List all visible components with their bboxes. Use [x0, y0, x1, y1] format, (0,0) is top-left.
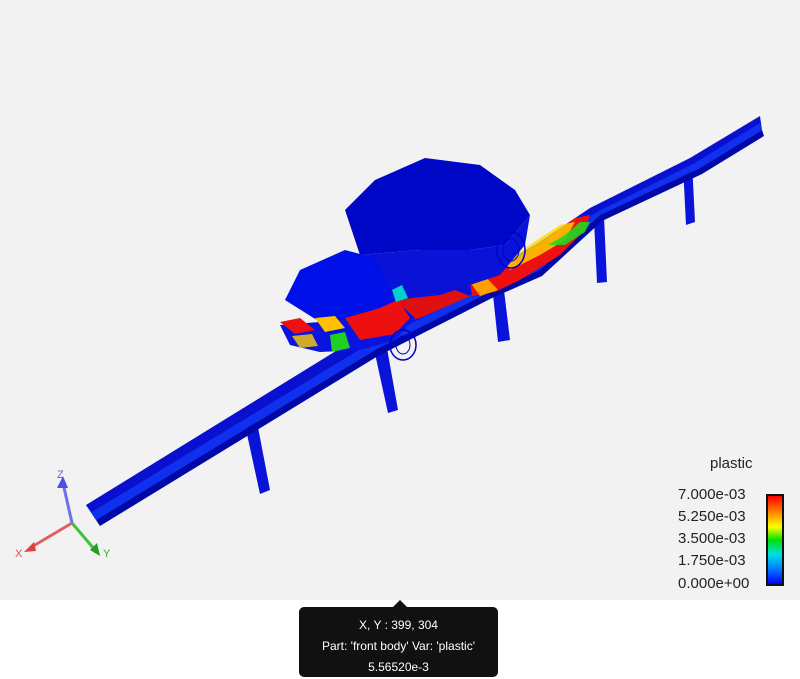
tooltip-coords: X, Y : 399, 304 — [359, 618, 438, 632]
3d-viewport[interactable]: Z X Y plastic 7.000e-03 5.250e-03 3.500e… — [0, 0, 800, 600]
rail-post — [245, 422, 270, 494]
car-roof — [345, 158, 530, 255]
wheel — [502, 238, 520, 262]
axis-z-label: Z — [57, 469, 64, 481]
axis-triad: Z X Y — [15, 469, 111, 560]
legend-tick: 0.000e+00 — [678, 575, 750, 592]
rail-post — [492, 282, 510, 342]
wheel — [389, 329, 417, 361]
car-model — [280, 158, 530, 361]
rail-post — [372, 337, 398, 413]
probe-tooltip: X, Y : 399, 304 Part: 'front body' Var: … — [299, 607, 498, 677]
tooltip-part: Part: 'front body' Var: 'plastic' — [321, 639, 475, 653]
rail-post — [594, 217, 607, 283]
legend-tick: 7.000e-03 — [678, 486, 746, 503]
axis-x-label: X — [15, 548, 23, 560]
legend-tick: 1.750e-03 — [678, 552, 746, 569]
tooltip-arrow — [393, 600, 407, 607]
legend-tick: 3.500e-03 — [678, 530, 746, 547]
wheel — [496, 231, 526, 269]
car-side — [360, 215, 530, 300]
wheel — [395, 335, 411, 355]
crash-simulation-scene: Z X Y — [15, 116, 764, 560]
legend-colorbar — [766, 494, 784, 586]
legend-tick: 5.250e-03 — [678, 508, 746, 525]
car-hood — [285, 250, 395, 322]
legend-title: plastic — [710, 455, 753, 472]
tooltip-value: 5.56520e-3 — [368, 660, 429, 674]
axis-y-label: Y — [103, 548, 111, 560]
